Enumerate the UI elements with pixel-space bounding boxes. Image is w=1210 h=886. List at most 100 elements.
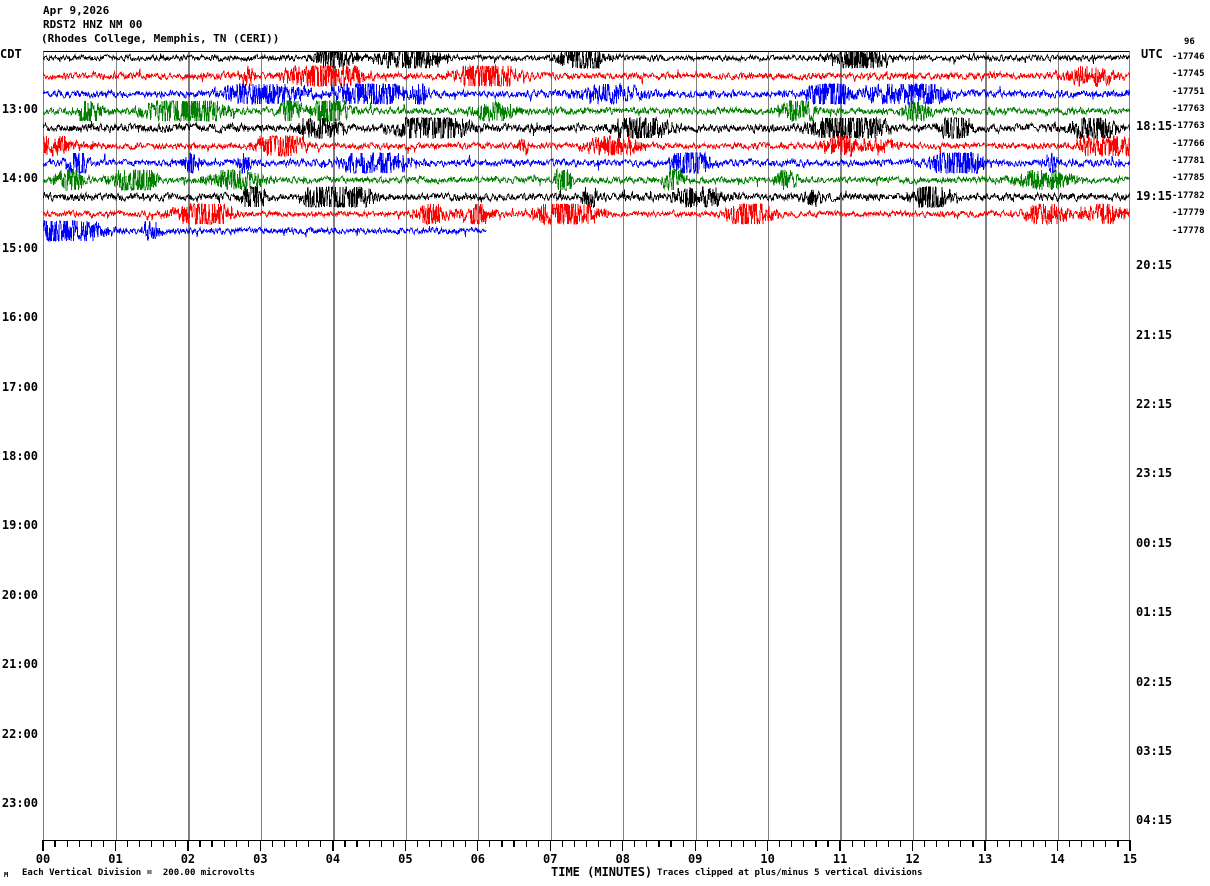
clipping-note: Traces clipped at plus/minus 5 vertical … [657,868,923,878]
x-axis-minor-tick [175,840,177,847]
right-hour-label: 04:15 [1136,813,1173,828]
x-axis-minor-tick [465,840,467,847]
x-axis-tick-label: 04 [325,852,341,866]
right-hour-label: 21:15 [1136,327,1173,342]
header-station-code: RDST2 HNZ NM 00 [43,18,143,31]
gridline-vertical [767,52,770,840]
x-axis-tick-label: 14 [1050,852,1065,866]
x-axis-minor-tick [126,840,129,847]
x-axis-minor-tick [416,840,418,847]
x-axis-minor-tick [308,840,310,847]
x-axis-minor-tick [368,840,370,847]
gridline-vertical [695,52,697,840]
gridline-vertical [260,52,263,840]
scale-top-overlay-label: 96 [1184,37,1195,47]
x-axis-minor-tick [501,840,503,847]
trace-offset-label: -17763 [1172,104,1205,115]
left-hour-label: 18:00 [1,449,38,464]
gridline-vertical [550,52,552,840]
x-axis-minor-tick [1117,840,1119,847]
x-axis-minor-tick [271,840,274,847]
trace-offset-label: -17778 [1172,225,1205,236]
x-axis-tick-label: 13 [977,852,993,866]
header-date: Apr 9,2026 [43,4,110,17]
trace-offset-label: -17763 [1172,121,1205,132]
x-axis-minor-tick [513,840,515,847]
x-axis-minor-tick [489,840,491,847]
x-axis-minor-tick [1093,840,1095,847]
x-axis-minor-tick [1081,840,1083,847]
x-axis-minor-tick [66,840,68,847]
x-axis-minor-tick [54,840,56,847]
right-hour-label: 23:15 [1136,466,1173,481]
gridline-vertical [1057,52,1060,840]
x-axis-minor-tick [428,840,431,847]
x-axis-minor-tick [585,840,588,847]
x-axis-minor-tick [344,840,346,847]
x-axis-major-tick [332,840,334,851]
gridline-vertical [188,52,190,840]
left-hour-label: 20:00 [1,587,38,602]
x-axis-tick-label: 05 [398,852,413,866]
x-axis-minor-tick [791,840,793,847]
trace-offset-label: -17781 [1172,156,1205,167]
x-axis-minor-tick [646,840,648,847]
left-hour-label: 19:00 [1,518,38,533]
x-axis-minor-tick [1069,840,1071,847]
x-axis-major-tick [187,840,189,851]
x-axis-minor-tick [827,840,829,847]
x-axis-major-tick [694,840,696,851]
x-axis-minor-tick [803,840,805,847]
x-axis-major-tick [622,840,624,851]
x-axis-minor-tick [211,840,213,847]
gridline-vertical [840,52,842,840]
x-axis-minor-tick [283,840,286,847]
x-axis-minor-tick [525,840,527,847]
left-hour-label: 13:00 [1,102,38,117]
x-axis-minor-tick [730,840,733,847]
left-hour-label: 16:00 [1,310,38,325]
x-axis-tick-label: 15 [1122,852,1138,866]
x-axis-major-tick [42,840,44,851]
x-axis-tick-label: 11 [832,852,848,866]
left-hour-label: 17:00 [1,379,38,394]
right-timezone-label: UTC [1141,47,1163,61]
x-axis-minor-tick [887,840,890,847]
x-axis-minor-tick [682,840,684,847]
x-axis-minor-tick [561,840,563,847]
right-hour-label: 19:15 [1136,188,1173,203]
x-axis-minor-tick [356,840,358,847]
x-axis-minor-tick [1105,840,1107,847]
x-axis-minor-tick [670,840,672,847]
x-axis-minor-tick [90,840,92,847]
corner-marker: M [4,871,9,879]
right-hour-label: 00:15 [1136,535,1173,550]
x-axis-minor-tick [440,840,443,847]
gridline-vertical [405,52,408,840]
right-hour-label: 01:15 [1136,605,1173,620]
x-axis-tick-label: 09 [687,852,703,866]
left-hour-label: 21:00 [1,657,38,672]
trace-offset-label: -17785 [1172,173,1205,184]
x-axis-minor-tick [875,840,877,847]
left-hour-label: 23:00 [1,796,38,811]
gridline-vertical [478,52,480,840]
right-hour-label: 03:15 [1136,744,1173,758]
x-axis-tick-label: 02 [180,852,196,866]
x-axis-minor-tick [139,840,141,847]
x-axis-minor-tick [658,840,660,847]
right-hour-label: 18:15 [1136,119,1173,134]
x-axis-minor-tick [718,840,720,847]
x-axis-minor-tick [948,840,950,847]
x-axis-title: TIME (MINUTES) [551,865,653,879]
right-hour-label: 02:15 [1136,674,1173,689]
x-axis-tick-label: 00 [35,852,51,866]
x-axis-tick-label: 01 [108,852,123,866]
x-axis-minor-tick [573,840,575,847]
x-axis-major-tick [114,840,117,851]
x-axis-tick-label: 06 [470,852,486,866]
trace-offset-label: -17746 [1172,52,1205,62]
x-axis-major-tick [984,840,986,851]
x-axis-tick-label: 08 [615,852,630,866]
